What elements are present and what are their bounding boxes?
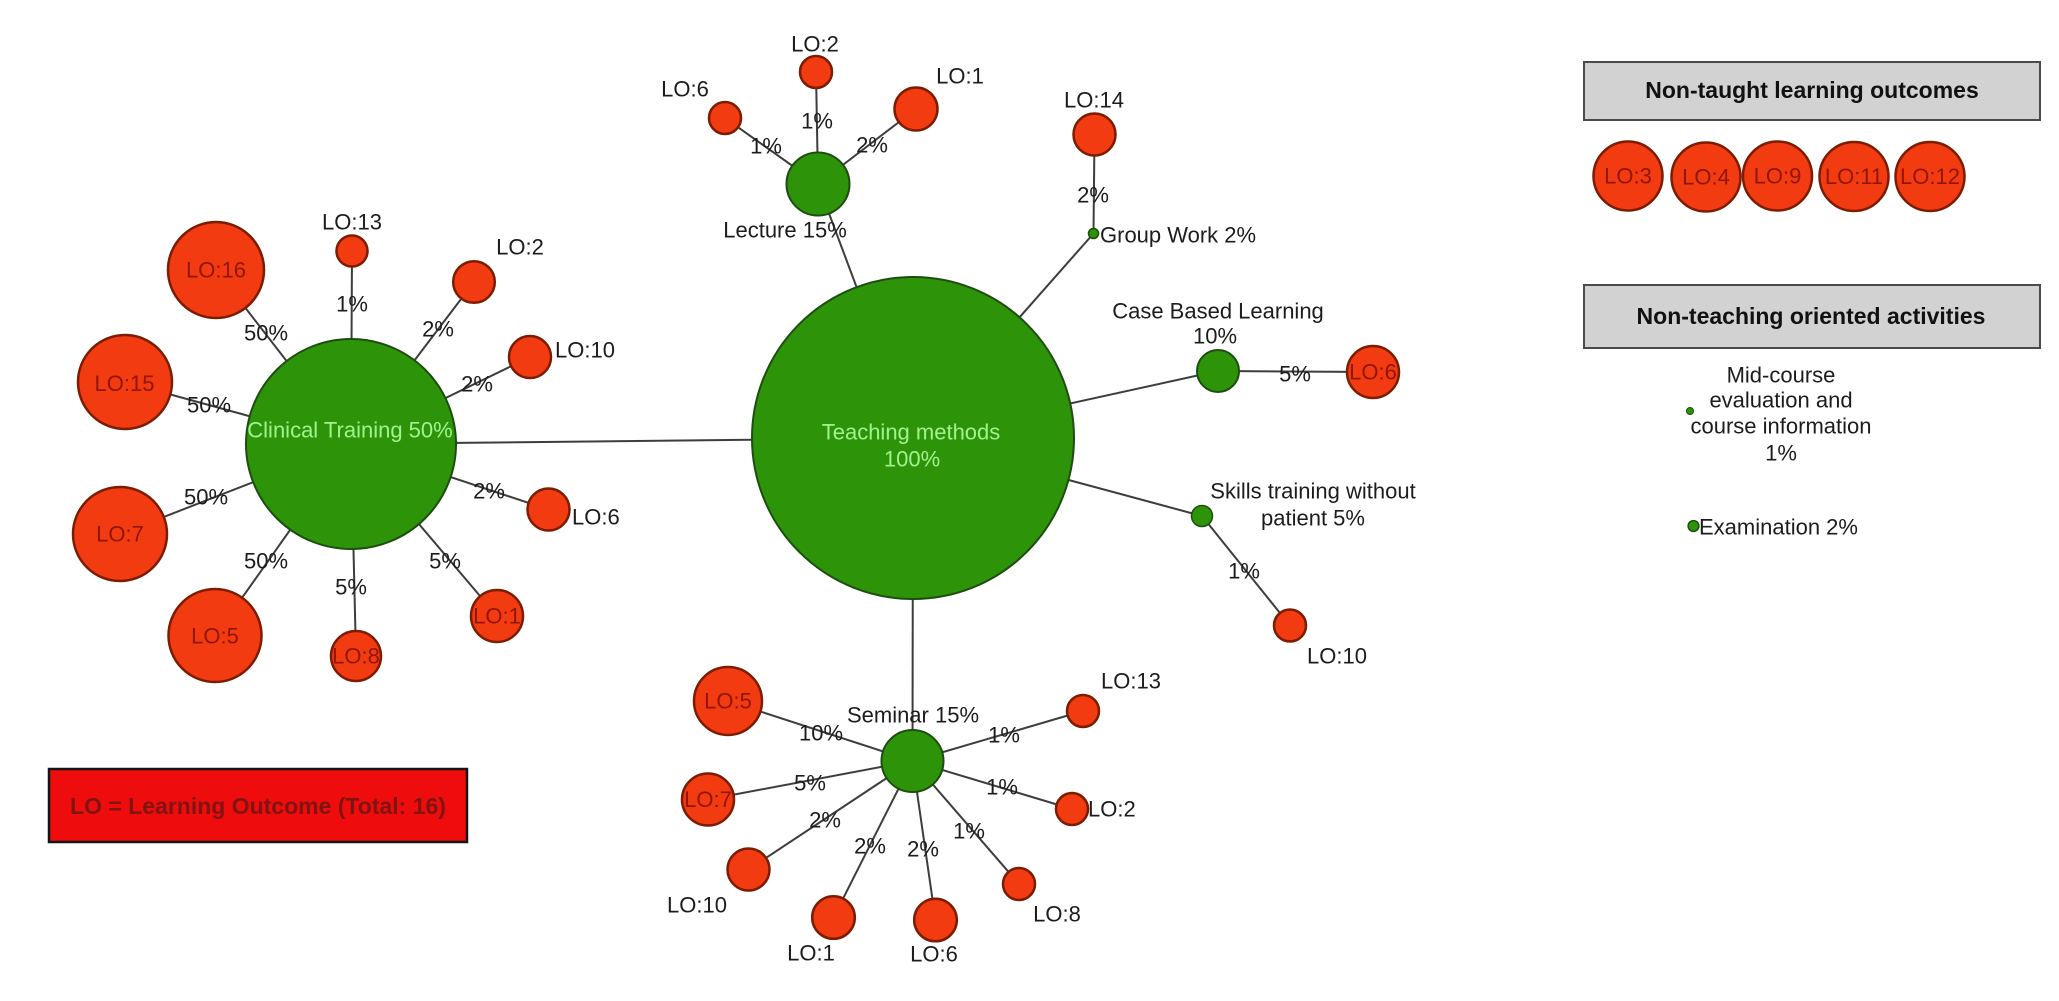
svg-text:5%: 5% xyxy=(335,575,367,600)
svg-text:LO:3: LO:3 xyxy=(1604,164,1652,189)
svg-text:LO = Learning Outcome (Total:: LO = Learning Outcome (Total: 16) xyxy=(70,793,446,819)
svg-text:course information: course information xyxy=(1691,414,1872,439)
svg-text:2%: 2% xyxy=(473,479,505,504)
svg-text:LO:1: LO:1 xyxy=(473,604,521,629)
svg-text:patient 5%: patient 5% xyxy=(1261,506,1365,531)
svg-text:LO:8: LO:8 xyxy=(1033,902,1081,927)
svg-text:LO:10: LO:10 xyxy=(555,338,615,363)
svg-text:LO:13: LO:13 xyxy=(1101,669,1161,694)
svg-text:LO:7: LO:7 xyxy=(96,522,144,547)
svg-text:5%: 5% xyxy=(1279,362,1311,387)
svg-text:Mid-course: Mid-course xyxy=(1727,363,1836,388)
svg-text:2%: 2% xyxy=(461,372,493,397)
svg-text:5%: 5% xyxy=(429,549,461,574)
svg-text:LO:10: LO:10 xyxy=(667,893,727,918)
svg-text:1%: 1% xyxy=(986,775,1018,800)
svg-text:Seminar 15%: Seminar 15% xyxy=(847,703,979,728)
svg-text:Case Based Learning: Case Based Learning xyxy=(1112,299,1324,324)
svg-text:2%: 2% xyxy=(809,808,841,833)
svg-text:LO:12: LO:12 xyxy=(1900,164,1960,189)
svg-text:50%: 50% xyxy=(244,321,288,346)
svg-text:LO:8: LO:8 xyxy=(332,644,380,669)
svg-text:LO:13: LO:13 xyxy=(322,210,382,235)
svg-text:1%: 1% xyxy=(801,109,833,134)
svg-text:10%: 10% xyxy=(1193,324,1237,349)
svg-text:Examination 2%: Examination 2% xyxy=(1699,515,1858,540)
svg-text:5%: 5% xyxy=(794,771,826,796)
svg-text:Skills training without: Skills training without xyxy=(1210,479,1415,504)
svg-text:LO:2: LO:2 xyxy=(1088,797,1136,822)
svg-text:LO:6: LO:6 xyxy=(572,505,620,530)
svg-text:Clinical Training 50%: Clinical Training 50% xyxy=(247,418,452,443)
svg-text:1%: 1% xyxy=(1765,441,1797,466)
svg-text:LO:2: LO:2 xyxy=(791,32,839,57)
svg-text:LO:6: LO:6 xyxy=(1349,360,1397,385)
svg-text:LO:16: LO:16 xyxy=(186,258,246,283)
svg-text:50%: 50% xyxy=(187,393,231,418)
svg-text:LO:6: LO:6 xyxy=(661,77,709,102)
svg-text:100%: 100% xyxy=(884,447,940,472)
svg-text:1%: 1% xyxy=(953,819,985,844)
svg-text:50%: 50% xyxy=(184,485,228,510)
svg-text:Lecture 15%: Lecture 15% xyxy=(723,218,847,243)
svg-text:2%: 2% xyxy=(854,834,886,859)
svg-text:LO:10: LO:10 xyxy=(1307,644,1367,669)
svg-text:Non-taught learning outcomes: Non-taught learning outcomes xyxy=(1645,77,1979,103)
svg-text:1%: 1% xyxy=(988,723,1020,748)
svg-text:LO:5: LO:5 xyxy=(191,624,239,649)
svg-text:2%: 2% xyxy=(907,837,939,862)
svg-text:1%: 1% xyxy=(336,292,368,317)
svg-text:LO:15: LO:15 xyxy=(95,371,155,396)
svg-text:LO:11: LO:11 xyxy=(1825,164,1883,189)
svg-text:LO:1: LO:1 xyxy=(787,941,835,966)
svg-text:LO:6: LO:6 xyxy=(910,942,958,967)
svg-text:2%: 2% xyxy=(856,133,888,158)
svg-text:Group Work 2%: Group Work 2% xyxy=(1100,223,1256,248)
svg-text:1%: 1% xyxy=(1228,559,1260,584)
svg-text:LO:14: LO:14 xyxy=(1064,88,1124,113)
svg-text:LO:7: LO:7 xyxy=(684,787,732,812)
svg-text:10%: 10% xyxy=(799,721,843,746)
svg-text:LO:2: LO:2 xyxy=(496,235,544,260)
svg-text:LO:9: LO:9 xyxy=(1754,164,1802,189)
svg-text:LO:4: LO:4 xyxy=(1682,165,1730,190)
svg-text:Teaching methods: Teaching methods xyxy=(822,420,1001,445)
svg-text:2%: 2% xyxy=(422,317,454,342)
svg-text:1%: 1% xyxy=(750,134,782,159)
svg-text:2%: 2% xyxy=(1077,183,1109,208)
svg-text:Non-teaching oriented activiti: Non-teaching oriented activities xyxy=(1637,303,1986,329)
svg-text:50%: 50% xyxy=(244,549,288,574)
svg-text:LO:1: LO:1 xyxy=(936,64,984,89)
svg-text:evaluation and: evaluation and xyxy=(1709,388,1852,413)
svg-text:LO:5: LO:5 xyxy=(704,689,752,714)
